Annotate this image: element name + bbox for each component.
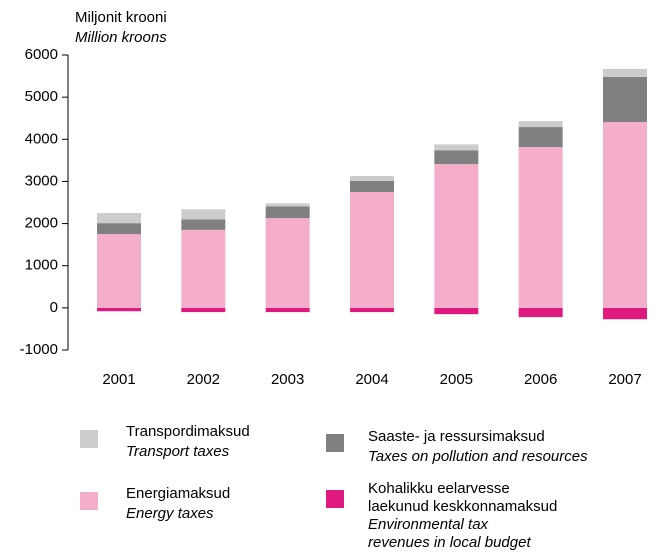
bar-segment — [97, 223, 141, 235]
x-tick-label: 2004 — [355, 371, 388, 388]
bar-segment — [350, 181, 394, 192]
bar-segment — [350, 307, 394, 313]
legend-label: Energiamaksud — [126, 485, 230, 502]
bar-segment — [97, 234, 141, 308]
legend-label: Taxes on pollution and resources — [368, 448, 588, 465]
y-tick-label: 5000 — [25, 88, 58, 105]
legend-label: Transport taxes — [126, 443, 230, 460]
y-tick-label: 3000 — [25, 172, 58, 189]
bar-segment — [518, 147, 563, 308]
legend-label: Environmental tax revenues in local budge… — [368, 516, 531, 551]
legend-label: Kohalikku eelarvesse laekunud keskkonnama… — [368, 480, 557, 515]
bar-segment — [434, 307, 479, 315]
x-tick-label: 2003 — [271, 371, 304, 388]
bar-segment — [434, 164, 479, 308]
y-tick-label: 6000 — [25, 46, 58, 63]
bar-segment — [181, 229, 226, 308]
bar-segment — [603, 307, 647, 320]
bar-segment — [518, 121, 563, 128]
legend-swatch — [80, 492, 98, 510]
bar-segment — [350, 191, 394, 308]
bar-segment — [265, 203, 310, 207]
legend-label: Energy taxes — [126, 505, 214, 522]
x-tick-label: 2007 — [608, 371, 641, 388]
y-axis-label: Miljonit krooni — [75, 9, 167, 26]
x-tick-label: 2006 — [524, 371, 557, 388]
bar-segment — [603, 68, 647, 77]
bar-segment — [518, 127, 563, 148]
bar-segment — [350, 175, 394, 182]
bar-segment — [181, 209, 226, 220]
legend-line: Kohalikku eelarvesse — [368, 480, 510, 497]
bar-segment — [603, 76, 647, 123]
y-tick-label: 4000 — [25, 130, 58, 147]
legend-swatch — [80, 430, 98, 448]
x-tick-label: 2002 — [187, 371, 220, 388]
legend-label: Transpordimaksud — [126, 423, 250, 440]
bar-segment — [265, 218, 310, 308]
bar-segment — [518, 307, 563, 318]
x-tick-label: 2005 — [440, 371, 473, 388]
bar-segment — [97, 307, 141, 312]
y-tick-label: 2000 — [25, 215, 58, 232]
bar-segment — [181, 219, 226, 230]
y-axis-label-en: Million kroons — [75, 29, 167, 46]
bar-segment — [265, 206, 310, 219]
legend-swatch — [326, 434, 344, 452]
legend-swatch — [326, 490, 344, 508]
bar-segment — [265, 307, 310, 313]
bar-segment — [181, 307, 226, 313]
y-tick-label: 0 — [50, 299, 58, 316]
bar-segment — [434, 144, 479, 151]
legend-label: Saaste- ja ressursimaksud — [368, 428, 545, 445]
bar-segment — [603, 122, 647, 308]
bar-segment — [434, 150, 479, 165]
y-tick-label: 1000 — [25, 257, 58, 274]
y-tick-label: -1000 — [20, 341, 58, 358]
legend-line: revenues in local budget — [368, 534, 531, 551]
legend-line: laekunud keskkonnamaksud — [368, 498, 557, 515]
bar-segment — [97, 213, 141, 224]
x-tick-label: 2001 — [102, 371, 135, 388]
legend-line: Environmental tax — [368, 516, 489, 533]
